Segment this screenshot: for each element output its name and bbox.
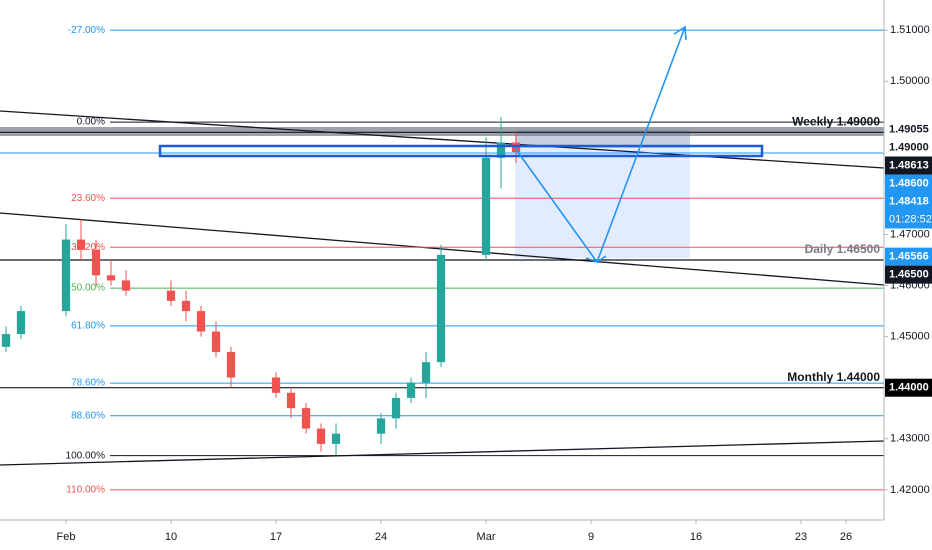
candle-body xyxy=(196,311,206,332)
candle-body xyxy=(181,300,191,312)
candle-body xyxy=(121,280,131,291)
level-label: Daily 1.46500 xyxy=(805,242,881,256)
candle-body xyxy=(61,239,71,312)
x-tick-label: 26 xyxy=(840,531,852,543)
candle-body xyxy=(316,428,326,444)
price-badge-label: 1.48613 xyxy=(889,159,929,171)
y-tick-label: 1.51000 xyxy=(890,24,930,36)
candle-body xyxy=(166,290,176,301)
candle-body xyxy=(406,382,416,398)
price-badge xyxy=(885,174,932,193)
candle-body xyxy=(331,433,341,444)
x-tick-label: 9 xyxy=(588,531,594,543)
y-tick-label: 1.45000 xyxy=(890,331,930,343)
drawings-over: 1.49055 1.49000 1.48613 1.48600 1.48418 01:28… xyxy=(0,0,932,521)
price-badge-label: 1.48600 xyxy=(889,177,929,189)
fib-label: -27.00% xyxy=(68,25,105,36)
fib-label: 50.00% xyxy=(71,283,105,294)
price-badge-label: 1.46566 xyxy=(889,251,929,263)
candle-body xyxy=(1,334,11,347)
candle-body xyxy=(91,249,101,276)
level-label: Weekly 1.49000 xyxy=(792,114,880,128)
price-badge xyxy=(885,192,932,211)
x-tick-label: 17 xyxy=(270,531,282,543)
fib-label: 78.60% xyxy=(71,378,105,389)
candle-body xyxy=(106,275,116,281)
candle-body xyxy=(226,351,236,378)
fib-label: 110.00% xyxy=(66,485,105,496)
candle-body xyxy=(391,397,401,419)
plot: 1.420001.430001.440001.450001.460001.470… xyxy=(0,24,930,543)
y-tick-label: 1.50000 xyxy=(890,75,930,87)
weekly-box xyxy=(158,144,764,158)
trend-line xyxy=(0,440,885,466)
drawings-under xyxy=(0,110,885,466)
target-zone xyxy=(515,130,690,258)
trend-line xyxy=(0,212,885,286)
x-tick-label: 16 xyxy=(690,531,702,543)
arrow-head xyxy=(585,255,607,263)
countdown: 01:28:52 xyxy=(889,213,932,225)
fib-label: 100.00% xyxy=(66,450,106,461)
candle-body xyxy=(211,331,221,352)
arrow-head xyxy=(673,25,687,41)
candle-body xyxy=(271,377,281,393)
price-badge-label: 1.49055 xyxy=(889,123,929,135)
level-label: Monthly 1.44000 xyxy=(787,370,880,384)
fib-label: 23.60% xyxy=(71,193,105,204)
price-badge-label: 1.48418 xyxy=(889,195,929,207)
candle-body xyxy=(286,392,296,409)
x-tick-label: Mar xyxy=(477,531,496,543)
candle-body xyxy=(511,142,521,153)
fib-label: 38.20% xyxy=(71,242,105,253)
candle-body xyxy=(301,408,311,429)
price-badge xyxy=(885,247,932,266)
price-badge xyxy=(885,120,932,139)
candle-body xyxy=(496,142,506,158)
price-badge-label: 1.46500 xyxy=(889,269,929,281)
candle-body xyxy=(76,239,86,250)
stop-zone xyxy=(515,130,690,148)
candle-body xyxy=(481,157,491,255)
fib-label: 0.00% xyxy=(77,117,105,128)
price-badge-label: 1.49000 xyxy=(889,141,929,153)
price-badge xyxy=(885,378,932,397)
price-badge xyxy=(885,265,932,284)
x-tick-label: Feb xyxy=(57,531,76,543)
x-tick-label: 24 xyxy=(375,531,387,543)
candle-body xyxy=(436,254,446,363)
price-badge xyxy=(885,138,932,157)
x-tick-label: 10 xyxy=(165,531,177,543)
trend-line xyxy=(0,110,885,169)
y-tick-label: 1.43000 xyxy=(890,433,930,445)
price-badge xyxy=(885,156,932,175)
x-tick-label: 23 xyxy=(795,531,807,543)
candle-body xyxy=(376,418,386,434)
fib-label: 88.60% xyxy=(71,410,105,421)
candle-body xyxy=(16,311,26,335)
countdown-badge xyxy=(885,210,932,229)
candle-body xyxy=(421,362,431,383)
y-tick-label: 1.47000 xyxy=(890,228,930,240)
y-tick-label: 1.42000 xyxy=(890,484,930,496)
fib-label: 61.80% xyxy=(71,321,105,332)
weekly-zone xyxy=(0,127,884,136)
price-badge-label: 1.44000 xyxy=(889,382,929,394)
